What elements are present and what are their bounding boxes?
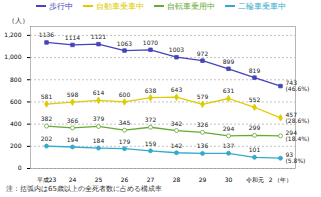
svg-text:382: 382 [41, 115, 53, 122]
svg-text:1121: 1121 [91, 33, 106, 40]
svg-text:184: 184 [93, 137, 105, 144]
svg-text:614: 614 [93, 89, 105, 96]
svg-text:1114: 1114 [65, 34, 80, 41]
svg-text:1,200: 1,200 [4, 31, 21, 38]
svg-text:1003: 1003 [169, 46, 184, 53]
svg-text:643: 643 [171, 86, 183, 93]
svg-text:631: 631 [223, 87, 235, 94]
svg-text:294: 294 [223, 125, 235, 132]
svg-text:28: 28 [173, 176, 181, 183]
svg-text:819: 819 [249, 67, 261, 74]
svg-text:342: 342 [171, 120, 183, 127]
svg-text:598: 598 [67, 91, 79, 98]
svg-text:194: 194 [67, 136, 79, 143]
svg-text:202: 202 [41, 135, 53, 142]
svg-text:294(18.4%): 294(18.4%) [286, 129, 310, 142]
svg-text:26: 26 [121, 176, 129, 183]
svg-text:93(5.8%): 93(5.8%) [286, 151, 306, 164]
html-text:自動車乗車中: 自動車乗車中 [95, 1, 144, 11]
svg-text:600: 600 [10, 98, 22, 105]
svg-text:29: 29 [199, 176, 207, 183]
svg-text:579: 579 [197, 93, 209, 100]
svg-text:743(46.6%): 743(46.6%) [286, 79, 310, 92]
svg-text:30: 30 [225, 176, 233, 183]
svg-text:1136: 1136 [39, 31, 54, 38]
html-text:自転車乗用中: 自転車乗用中 [166, 1, 215, 11]
svg-text:800: 800 [10, 76, 22, 83]
svg-text:136: 136 [197, 142, 209, 149]
svg-text:1,000: 1,000 [4, 53, 21, 60]
html-text:二輪車乗車中: 二輪車乗車中 [237, 1, 286, 11]
svg-text:0: 0 [18, 164, 22, 171]
svg-text:345: 345 [119, 119, 131, 126]
svg-text:1070: 1070 [143, 39, 158, 46]
svg-text:179: 179 [119, 138, 131, 145]
svg-text:600: 600 [119, 91, 131, 98]
svg-text:899: 899 [223, 58, 235, 65]
svg-text:299: 299 [249, 124, 261, 131]
svg-text:326: 326 [197, 121, 209, 128]
svg-text:972: 972 [197, 50, 209, 57]
svg-text:366: 366 [67, 117, 79, 124]
svg-text:24: 24 [69, 176, 77, 183]
svg-text:142: 142 [171, 142, 183, 149]
html-text:歩行中: 歩行中 [48, 1, 73, 11]
svg-text:372: 372 [145, 116, 157, 123]
svg-text:2 （年）: 2 （年） [269, 176, 293, 184]
svg-text:581: 581 [41, 93, 53, 100]
svg-text:令和元: 令和元 [246, 176, 264, 183]
svg-text:200: 200 [10, 142, 22, 149]
svg-text:379: 379 [93, 115, 105, 122]
svg-text:137: 137 [223, 142, 235, 149]
svg-text:457(28.6%): 457(28.6%) [286, 111, 310, 124]
svg-text:25: 25 [95, 176, 103, 183]
svg-text:638: 638 [145, 87, 157, 94]
svg-text:400: 400 [10, 120, 22, 127]
svg-text:平成23: 平成23 [37, 176, 57, 183]
svg-text:1063: 1063 [117, 40, 132, 47]
svg-text:552: 552 [249, 96, 261, 103]
svg-text:27: 27 [147, 176, 155, 183]
svg-text:101: 101 [249, 146, 261, 153]
svg-text:159: 159 [145, 140, 157, 147]
html-text:注：括弧内は65歳以上の全死者数に占める構成率: 注：括弧内は65歳以上の全死者数に占める構成率 [6, 185, 162, 193]
svg-text:（人）: （人） [8, 17, 29, 25]
